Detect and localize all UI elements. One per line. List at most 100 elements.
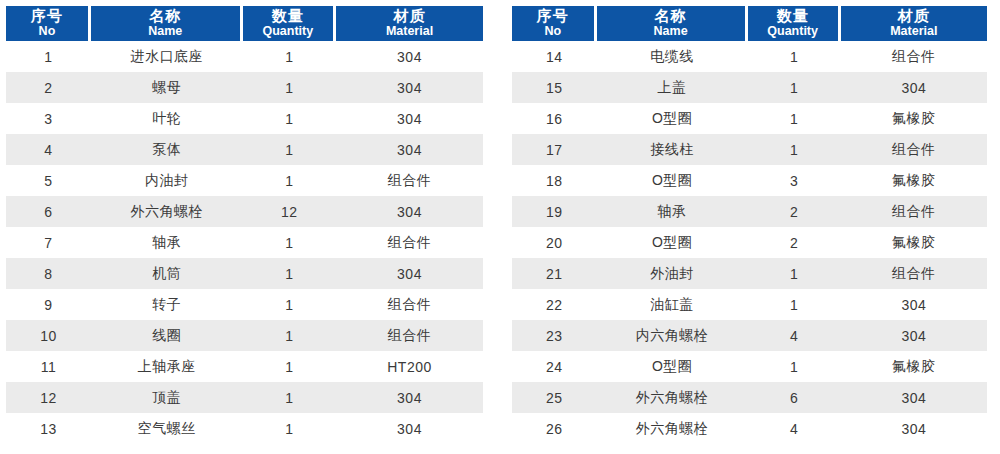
header-col-quantity: 数量 Quantity xyxy=(243,6,336,41)
header-col-name-zh: 名称 xyxy=(149,8,181,25)
cell-quantity: 1 xyxy=(243,266,336,282)
cell-no: 14 xyxy=(512,49,597,65)
table-body: 1进水口底座13042螺母13043叶轮13044泵体13045内油封1组合件6… xyxy=(6,41,483,444)
cell-no: 20 xyxy=(512,235,597,251)
table-row: 2螺母1304 xyxy=(6,72,483,103)
table-row: 22油缸盖1304 xyxy=(512,289,987,320)
header-col-no-en: No xyxy=(39,25,56,39)
cell-quantity: 3 xyxy=(748,173,841,189)
header-col-quantity-en: Quantity xyxy=(262,25,313,39)
cell-material: 组合件 xyxy=(841,265,987,283)
cell-quantity: 12 xyxy=(243,204,336,220)
cell-name: 外六角螺栓 xyxy=(597,389,748,407)
cell-no: 18 xyxy=(512,173,597,189)
header-col-name-zh: 名称 xyxy=(655,8,687,25)
header-col-quantity-zh: 数量 xyxy=(777,8,809,25)
cell-name: 进水口底座 xyxy=(91,48,243,66)
cell-quantity: 1 xyxy=(748,142,841,158)
cell-name: 线圈 xyxy=(91,327,243,345)
header-col-material-zh: 材质 xyxy=(394,8,426,25)
table-row: 8机筒1304 xyxy=(6,258,483,289)
table-row: 7轴承1组合件 xyxy=(6,227,483,258)
table-row: 13空气螺丝1304 xyxy=(6,413,483,444)
cell-material: 304 xyxy=(336,266,483,282)
header-col-name: 名称 Name xyxy=(597,6,748,41)
cell-name: 泵体 xyxy=(91,141,243,159)
cell-quantity: 1 xyxy=(748,266,841,282)
table-row: 4泵体1304 xyxy=(6,134,483,165)
cell-quantity: 2 xyxy=(748,235,841,251)
table-row: 14电缆线1组合件 xyxy=(512,41,987,72)
cell-name: 叶轮 xyxy=(91,110,243,128)
cell-name: 内六角螺栓 xyxy=(597,327,748,345)
table-row: 15上盖1304 xyxy=(512,72,987,103)
header-col-no: 序号 No xyxy=(6,6,91,41)
cell-no: 7 xyxy=(6,235,91,251)
cell-quantity: 1 xyxy=(243,421,336,437)
cell-no: 11 xyxy=(6,359,91,375)
cell-quantity: 1 xyxy=(748,359,841,375)
cell-quantity: 1 xyxy=(243,173,336,189)
table-row: 25外六角螺栓6304 xyxy=(512,382,987,413)
header-col-material-zh: 材质 xyxy=(898,8,930,25)
cell-no: 9 xyxy=(6,297,91,313)
cell-no: 5 xyxy=(6,173,91,189)
cell-no: 13 xyxy=(6,421,91,437)
cell-no: 1 xyxy=(6,49,91,65)
cell-no: 19 xyxy=(512,204,597,220)
cell-name: 转子 xyxy=(91,296,243,314)
cell-name: 油缸盖 xyxy=(597,296,748,314)
cell-name: O型圈 xyxy=(597,234,748,252)
header-col-name: 名称 Name xyxy=(91,6,243,41)
parts-table-right: 序号 No 名称 Name 数量 Quantity 材质 Material 14… xyxy=(512,6,987,454)
cell-material: 组合件 xyxy=(841,203,987,221)
cell-quantity: 1 xyxy=(243,297,336,313)
cell-material: 氟橡胶 xyxy=(841,358,987,376)
header-col-no-zh: 序号 xyxy=(31,8,63,25)
cell-no: 2 xyxy=(6,80,91,96)
cell-no: 26 xyxy=(512,421,597,437)
cell-quantity: 1 xyxy=(748,111,841,127)
cell-name: 外油封 xyxy=(597,265,748,283)
cell-quantity: 1 xyxy=(243,142,336,158)
cell-quantity: 1 xyxy=(243,49,336,65)
cell-material: HT200 xyxy=(336,359,483,375)
cell-quantity: 1 xyxy=(243,111,336,127)
parts-table-left: 序号 No 名称 Name 数量 Quantity 材质 Material 1进… xyxy=(6,6,483,454)
cell-quantity: 4 xyxy=(748,421,841,437)
cell-material: 304 xyxy=(841,297,987,313)
header-col-material-en: Material xyxy=(386,25,433,39)
cell-material: 304 xyxy=(336,204,483,220)
cell-quantity: 1 xyxy=(243,80,336,96)
cell-name: 机筒 xyxy=(91,265,243,283)
table-row: 19轴承2组合件 xyxy=(512,196,987,227)
cell-material: 组合件 xyxy=(841,48,987,66)
cell-no: 6 xyxy=(6,204,91,220)
cell-name: 上轴承座 xyxy=(91,358,243,376)
cell-no: 16 xyxy=(512,111,597,127)
cell-quantity: 1 xyxy=(243,390,336,406)
cell-quantity: 4 xyxy=(748,328,841,344)
cell-name: 电缆线 xyxy=(597,48,748,66)
cell-name: O型圈 xyxy=(597,358,748,376)
cell-name: 外六角螺栓 xyxy=(597,420,748,438)
table-row: 20O型圈2氟橡胶 xyxy=(512,227,987,258)
cell-material: 304 xyxy=(336,111,483,127)
cell-name: 顶盖 xyxy=(91,389,243,407)
cell-material: 组合件 xyxy=(336,296,483,314)
cell-material: 304 xyxy=(841,390,987,406)
cell-material: 组合件 xyxy=(841,141,987,159)
parts-specification-page: 序号 No 名称 Name 数量 Quantity 材质 Material 1进… xyxy=(0,0,1000,454)
cell-material: 304 xyxy=(841,80,987,96)
table-row: 12顶盖1304 xyxy=(6,382,483,413)
header-col-quantity-zh: 数量 xyxy=(272,8,304,25)
table-header: 序号 No 名称 Name 数量 Quantity 材质 Material xyxy=(6,6,483,41)
table-row: 23内六角螺栓4304 xyxy=(512,320,987,351)
header-col-material: 材质 Material xyxy=(336,6,483,41)
cell-name: O型圈 xyxy=(597,172,748,190)
cell-material: 氟橡胶 xyxy=(841,110,987,128)
cell-quantity: 1 xyxy=(748,80,841,96)
cell-material: 304 xyxy=(841,421,987,437)
table-row: 3叶轮1304 xyxy=(6,103,483,134)
cell-material: 304 xyxy=(841,328,987,344)
